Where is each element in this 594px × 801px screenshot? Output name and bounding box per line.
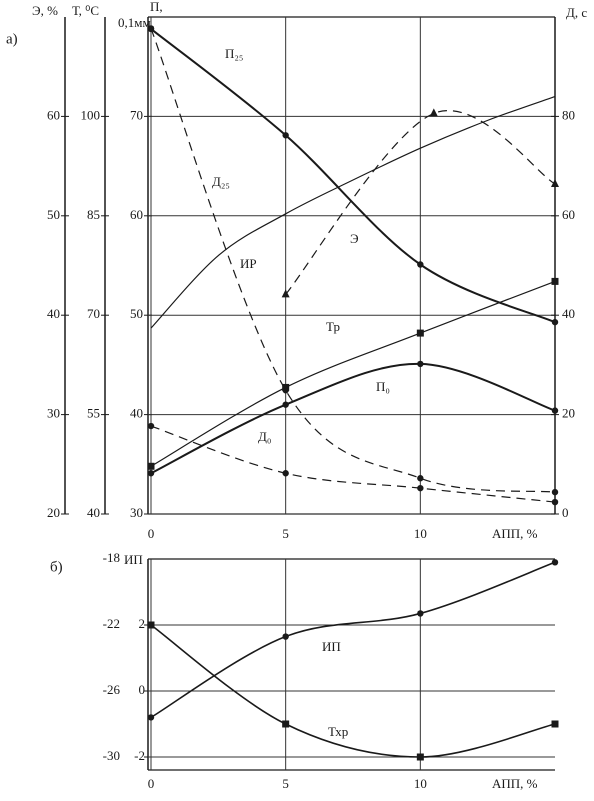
marker bbox=[282, 383, 290, 391]
y-tick-label: 40 bbox=[562, 306, 575, 321]
y-tick-label: 20 bbox=[562, 406, 575, 421]
series-line bbox=[150, 425, 556, 503]
series-line bbox=[150, 624, 556, 758]
marker bbox=[147, 714, 155, 721]
series-line bbox=[150, 28, 556, 493]
marker bbox=[147, 422, 155, 430]
panel-label: б) bbox=[50, 559, 63, 575]
marker bbox=[147, 621, 155, 629]
panel-label: а) bbox=[6, 31, 18, 47]
marker bbox=[147, 470, 155, 477]
marker bbox=[551, 498, 559, 506]
y-tick-label: 60 bbox=[47, 107, 60, 122]
y-tick-label: 50 bbox=[130, 306, 143, 321]
x-axis-title: АПП, % bbox=[492, 776, 538, 791]
marker bbox=[417, 360, 424, 368]
marker bbox=[551, 559, 559, 566]
x-tick-label: 5 bbox=[282, 776, 289, 791]
marker bbox=[282, 633, 289, 640]
y-axis-title: Т, ⁰С bbox=[72, 3, 99, 18]
y-tick-label: 40 bbox=[87, 505, 100, 520]
series-label: Э bbox=[350, 231, 359, 246]
marker bbox=[147, 25, 155, 32]
y-tick-label: 30 bbox=[130, 505, 143, 520]
marker bbox=[551, 720, 559, 728]
y-tick-label: 20 bbox=[47, 505, 60, 520]
y-axis-title: Д, с bbox=[566, 5, 587, 20]
series-label: Тхр bbox=[328, 724, 348, 739]
marker bbox=[551, 318, 559, 326]
marker bbox=[282, 132, 289, 139]
marker bbox=[551, 178, 559, 187]
y-tick-label: 80 bbox=[562, 107, 575, 122]
marker bbox=[429, 108, 438, 117]
series-label: П₀ bbox=[376, 379, 390, 394]
y-tick-label: 40 bbox=[130, 406, 143, 421]
y-tick-label: 2 bbox=[139, 616, 146, 631]
x-tick-label: 0 bbox=[148, 776, 155, 791]
y-axis-title: Э, % bbox=[32, 3, 58, 18]
series-line bbox=[150, 95, 556, 329]
series-line bbox=[285, 110, 556, 295]
series-label: П₂₅ bbox=[225, 46, 243, 61]
series-line bbox=[150, 28, 556, 324]
y-tick-label: 40 bbox=[47, 306, 60, 321]
y-tick-label: 60 bbox=[130, 207, 143, 222]
y-tick-label: 30 bbox=[47, 406, 60, 421]
marker bbox=[417, 475, 424, 482]
y-tick-label: 0 bbox=[562, 505, 569, 520]
marker bbox=[551, 488, 559, 496]
marker bbox=[282, 401, 289, 408]
series-label: ИП bbox=[322, 639, 341, 654]
y-axis-title: 0,1мм bbox=[118, 15, 151, 30]
x-axis-title: АПП, % bbox=[492, 526, 538, 541]
y-tick-label: -26 bbox=[103, 682, 121, 697]
marker bbox=[416, 329, 424, 337]
y-tick-label: 60 bbox=[562, 207, 575, 222]
x-tick-label: 0 bbox=[148, 526, 155, 541]
y-tick-label: -22 bbox=[103, 616, 120, 631]
y-tick-label: 100 bbox=[81, 107, 101, 122]
y-tick-label: -30 bbox=[103, 748, 120, 763]
marker bbox=[551, 277, 559, 285]
y-tick-label: 70 bbox=[87, 306, 100, 321]
y-tick-label: -18 bbox=[103, 550, 120, 565]
marker bbox=[551, 407, 559, 414]
series-line bbox=[150, 280, 556, 467]
series-line bbox=[150, 362, 556, 475]
x-tick-label: 5 bbox=[282, 526, 289, 541]
series-label: Тр bbox=[326, 319, 340, 334]
y-tick-label: 50 bbox=[47, 207, 60, 222]
x-tick-label: 10 bbox=[414, 776, 427, 791]
marker bbox=[416, 753, 424, 761]
marker bbox=[147, 462, 155, 470]
y-tick-label: -2 bbox=[134, 748, 145, 763]
marker bbox=[281, 289, 290, 298]
y-axis-title: П, bbox=[150, 0, 163, 14]
y-tick-label: 0 bbox=[139, 682, 146, 697]
marker bbox=[282, 470, 289, 477]
series-label: Д₀ bbox=[258, 429, 271, 444]
series-line bbox=[150, 561, 556, 719]
series-label: Д₂₅ bbox=[212, 174, 230, 189]
y-tick-label: 55 bbox=[87, 406, 100, 421]
y-tick-label: 85 bbox=[87, 207, 100, 222]
series-label: ИР bbox=[240, 256, 257, 271]
y-axis-title: ИП bbox=[124, 552, 143, 567]
marker bbox=[417, 610, 424, 617]
x-tick-label: 10 bbox=[414, 526, 427, 541]
y-tick-label: 70 bbox=[130, 107, 143, 122]
marker bbox=[282, 720, 290, 728]
marker bbox=[417, 261, 424, 268]
marker bbox=[417, 484, 424, 492]
